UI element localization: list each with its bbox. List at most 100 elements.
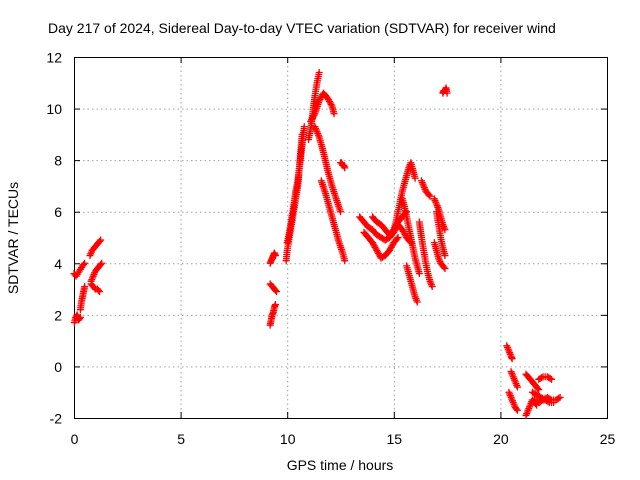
data-point [428,282,436,290]
data-segment [432,208,449,260]
data-segment [528,388,558,407]
x-tick-label: 5 [177,431,185,447]
data-point [273,288,281,296]
data-point [97,236,105,244]
data-point [441,264,449,272]
x-tick-label: 15 [387,431,403,447]
chart-title: Day 217 of 2024, Sidereal Day-to-day VTE… [48,20,556,36]
data-point [81,282,89,290]
data-point [337,208,344,216]
data-point [393,235,401,243]
data-point [513,383,521,391]
data-point [98,259,106,267]
data-segment [522,370,543,394]
data-point [535,386,543,394]
data-point [508,355,516,363]
data-point [271,286,279,294]
data-segment [76,282,89,314]
data-point [76,313,84,321]
data-segment [503,342,516,363]
data-segment [415,218,436,290]
data-series [70,68,564,419]
x-tick-label: 25 [600,431,616,447]
data-segment [70,311,84,327]
data-point [513,406,521,414]
data-segment [360,228,402,262]
data-point [90,284,98,292]
data-point [411,174,419,182]
data-point [555,394,563,402]
y-tick-label: 2 [54,307,62,323]
data-point [330,110,338,118]
axis-ticks: 0 5 10 15 20 25 -2 0 2 4 6 8 10 12 [46,50,615,448]
data-point [394,234,402,241]
y-tick-label: 0 [54,359,62,375]
data-point [534,384,542,392]
y-axis-label: SDTVAR / TECUs [5,182,21,294]
data-segment [398,195,423,278]
data-point [341,257,349,265]
data-segment [418,177,434,200]
data-segment [439,84,451,97]
data-point [548,375,556,383]
data-point [441,226,449,234]
data-point [327,100,335,108]
x-tick-label: 10 [280,431,296,447]
data-segment [505,388,521,414]
data-point [544,398,552,406]
data-segment [403,262,421,306]
data-segment [535,373,556,383]
data-segment [266,280,281,296]
data-point [96,237,104,245]
data-point [512,405,520,413]
data-segment [337,159,349,172]
x-tick-label: 20 [493,431,509,447]
data-point [300,123,308,131]
data-point [95,286,103,294]
data-point [81,259,89,267]
data-point [556,393,564,401]
data-segment [311,123,344,216]
data-segment [87,259,106,285]
data-segment [307,89,338,125]
data-segment [266,249,279,267]
data-segment [87,280,104,296]
data-point [441,252,449,260]
data-point [415,270,423,278]
y-tick-label: 8 [54,153,62,169]
data-segment [317,177,349,265]
data-point [443,89,451,97]
data-point [413,298,421,306]
data-point [271,301,279,309]
data-segment [283,123,308,247]
data-segment [305,68,323,144]
plot-frame [74,57,608,419]
data-segment [507,368,521,391]
data-point [546,374,554,382]
y-tick-label: 12 [46,50,62,66]
y-tick-label: -2 [50,411,63,427]
data-point [76,315,84,323]
data-point [80,261,88,269]
x-axis-label: GPS time / hours [287,457,394,473]
data-point [440,263,448,271]
x-tick-label: 0 [71,431,79,447]
data-segment [390,159,419,234]
data-point [96,288,104,296]
data-point [550,399,558,407]
data-point [538,374,546,382]
data-point [315,68,323,76]
data-point [425,191,433,199]
data-point [412,295,420,303]
data-point [341,164,349,172]
y-tick-label: 4 [54,256,62,272]
data-segment [70,259,89,280]
data-segment [266,301,279,329]
data-segment [430,239,449,272]
data-segment [86,236,105,260]
data-point [426,192,434,200]
y-tick-label: 10 [46,101,62,117]
data-point [271,252,279,260]
data-point [97,261,105,269]
